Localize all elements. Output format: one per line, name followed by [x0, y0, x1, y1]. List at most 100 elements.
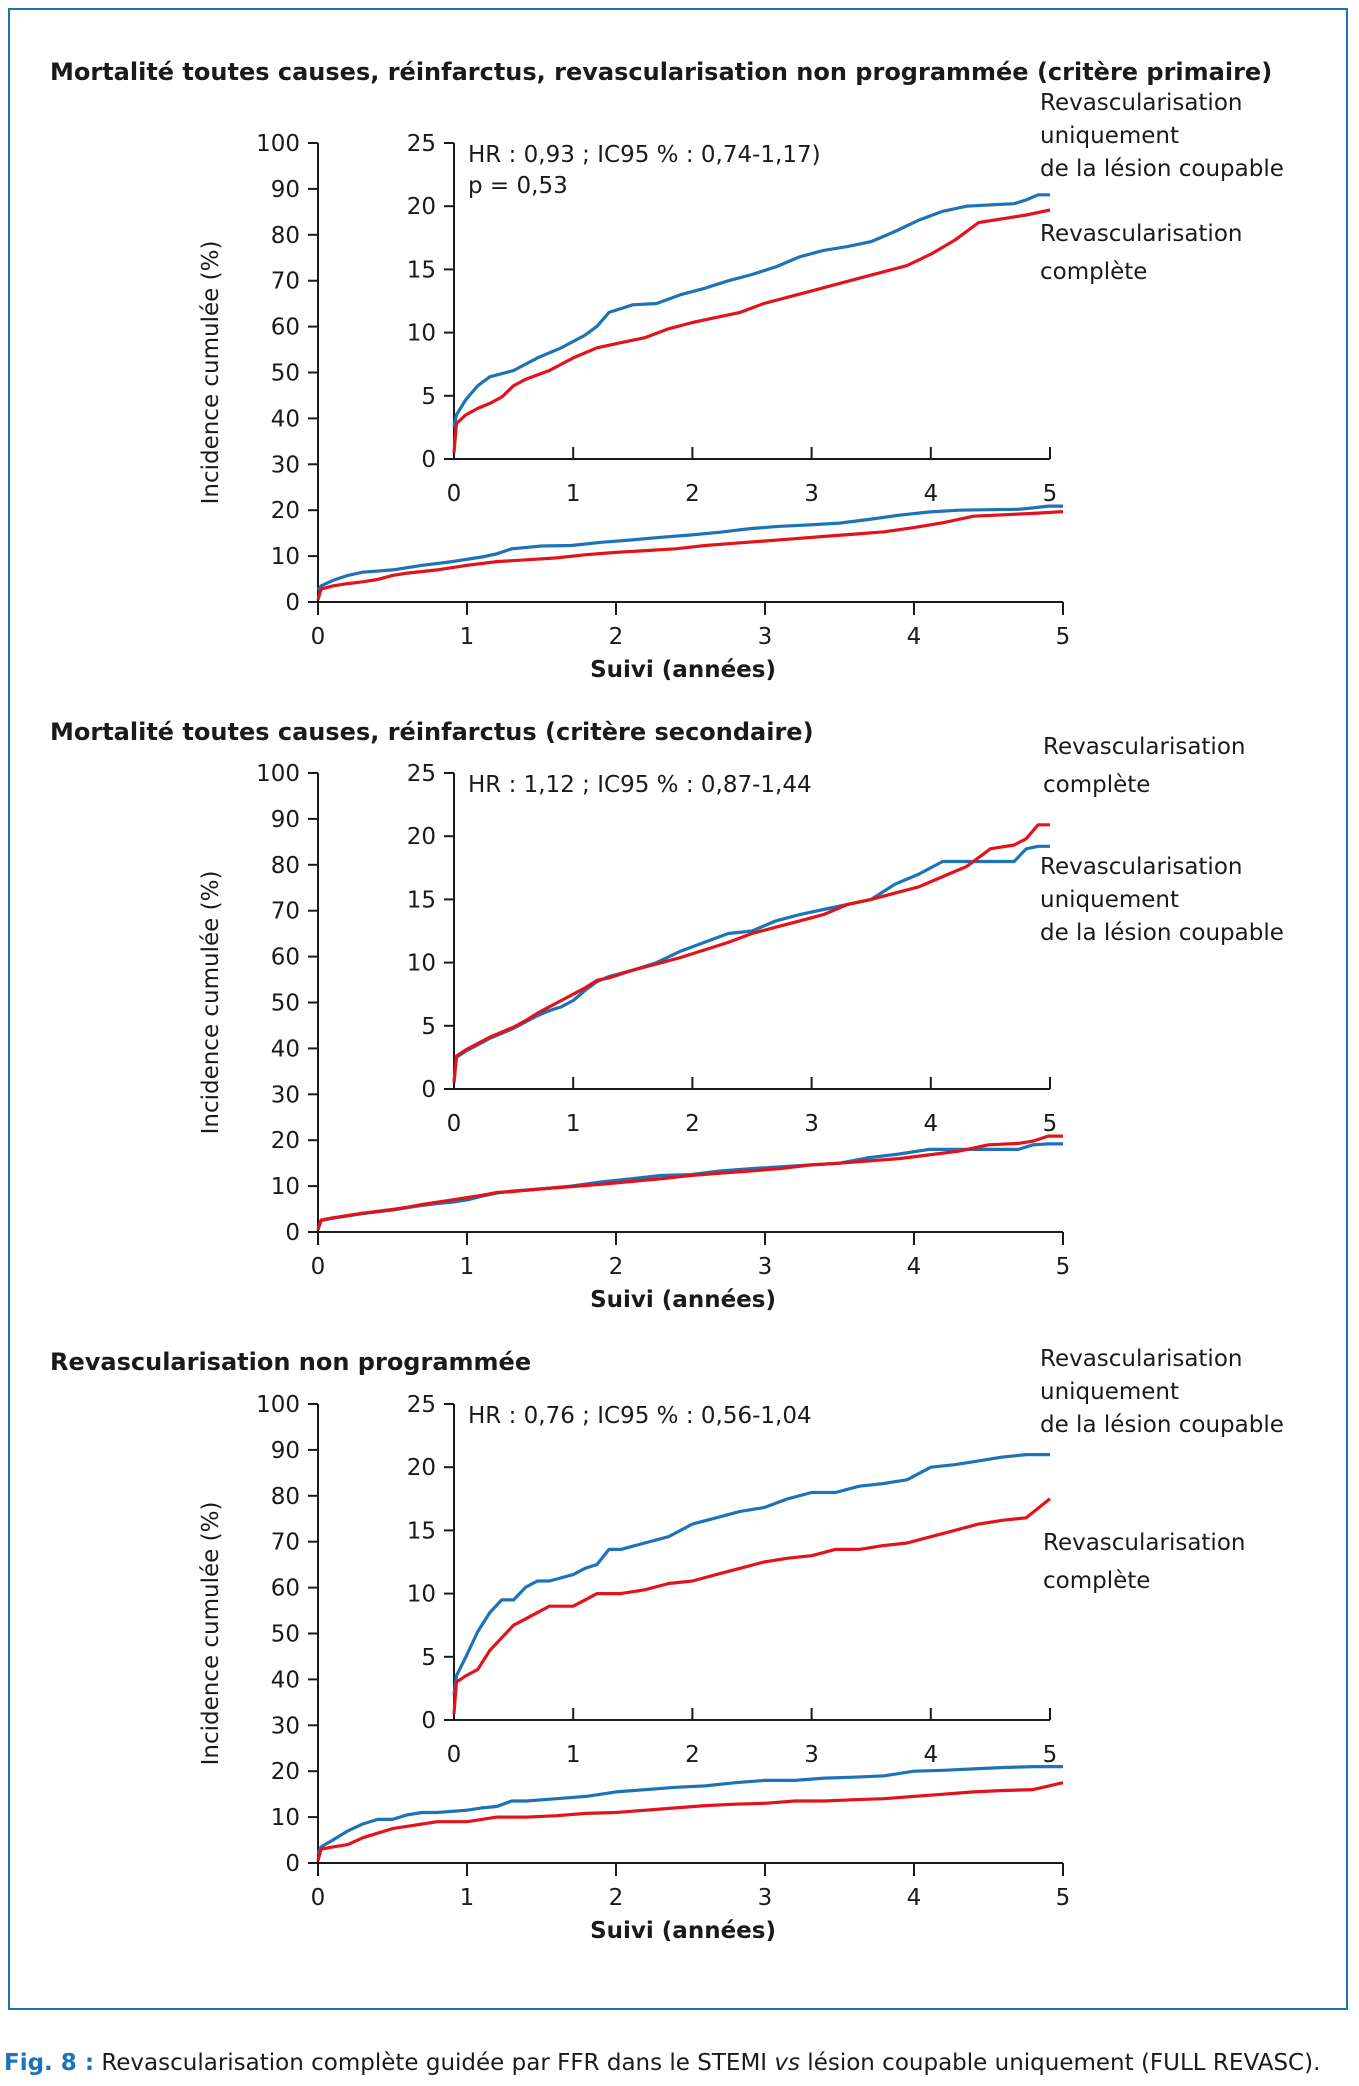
caption-label: Fig. 8 :: [4, 2050, 95, 2076]
y-axis-label: Incidence cumulée (%): [198, 241, 224, 505]
inset-y-tick-label: 10: [407, 1582, 436, 1608]
y-tick-label: 100: [256, 1392, 300, 1418]
inset-series-line-culprit-only: [452, 193, 1050, 428]
inset-x-tick-label: 1: [566, 1742, 581, 1768]
inset-x-tick-label: 0: [447, 481, 462, 507]
inset-y-tick-label: 20: [407, 1455, 436, 1481]
y-tick-label: 90: [271, 177, 300, 203]
x-tick-label: 3: [758, 1254, 773, 1280]
inset-x-tick-label: 1: [566, 481, 581, 507]
x-tick-label: 5: [1056, 1885, 1071, 1911]
series-line-culprit-only: [316, 1142, 1063, 1231]
inset-annotation: HR : 0,93 ; IC95 % : 0,74-1,17): [468, 142, 821, 168]
y-tick-label: 60: [271, 315, 300, 341]
y-tick-label: 20: [271, 1128, 300, 1154]
inset-series-line-complete: [452, 208, 1051, 453]
y-tick-label: 20: [271, 1759, 300, 1785]
legend-label-culprit-only: de la lésion coupable: [1040, 920, 1284, 946]
inset-series-line-culprit-only: [452, 844, 1050, 1083]
figure-svg: Mortalité toutes causes, réinfarctus, re…: [50, 58, 1284, 1944]
y-tick-label: 20: [271, 498, 300, 524]
y-tick-label: 70: [271, 1530, 300, 1556]
y-tick-label: 80: [271, 223, 300, 249]
inset-annotation: p = 0,53: [468, 173, 568, 199]
y-tick-label: 0: [285, 590, 300, 616]
y-tick-label: 60: [271, 945, 300, 971]
chart-title: Mortalité toutes causes, réinfarctus, re…: [50, 58, 1272, 86]
x-tick-label: 4: [907, 624, 922, 650]
legend-label-culprit-only: uniquement: [1040, 887, 1179, 913]
figure-caption: Fig. 8 : Revascularisation complète guid…: [4, 2050, 1354, 2076]
y-tick-label: 40: [271, 406, 300, 432]
inset-x-tick-label: 3: [804, 481, 819, 507]
inset-x-tick-label: 1: [566, 1111, 581, 1137]
inset-y-tick-label: 0: [421, 1708, 436, 1734]
inset-annotation: HR : 0,76 ; IC95 % : 0,56-1,04: [468, 1403, 812, 1429]
inset-x-tick-label: 0: [447, 1111, 462, 1137]
y-tick-label: 90: [271, 1438, 300, 1464]
y-tick-label: 0: [285, 1851, 300, 1877]
legend-label-complete: complète: [1043, 772, 1150, 798]
series-line-complete: [316, 1134, 1063, 1231]
x-axis-label: Suivi (années): [590, 1918, 776, 1944]
inset-x-tick-label: 0: [447, 1742, 462, 1768]
y-tick-label: 50: [271, 361, 300, 387]
inset-chart: 0 5 10 15 20 25 0 1 2 3 4 5 HR : 0,93 ; IC95 % : 0,7…: [407, 131, 1058, 507]
inset-y-tick-label: 20: [407, 194, 436, 220]
caption-text: Revascularisation complète guidée par FF…: [94, 2050, 775, 2076]
x-tick-label: 3: [758, 624, 773, 650]
x-tick-label: 4: [907, 1885, 922, 1911]
legend-label-culprit-only: uniquement: [1040, 1379, 1179, 1405]
chart-title: Mortalité toutes causes, réinfarctus (cr…: [50, 718, 814, 746]
y-tick-label: 50: [271, 1622, 300, 1648]
chart-title: Revascularisation non programmée: [50, 1348, 531, 1376]
y-tick-label: 80: [271, 1484, 300, 1510]
inset-y-tick-label: 15: [407, 1518, 436, 1544]
x-tick-label: 5: [1056, 624, 1071, 650]
legend-label-complete: Revascularisation: [1043, 734, 1245, 760]
y-tick-label: 30: [271, 452, 300, 478]
inset-series-line-complete: [452, 1497, 1051, 1714]
chart-panel-3: Revascularisation non programmée01020304…: [50, 1346, 1284, 1944]
y-tick-label: 100: [256, 131, 300, 157]
inset-x-tick-label: 4: [923, 1111, 938, 1137]
y-tick-label: 30: [271, 1082, 300, 1108]
inset-y-tick-label: 25: [407, 1392, 436, 1418]
y-tick-label: 60: [271, 1576, 300, 1602]
inset-x-tick-label: 2: [685, 481, 700, 507]
x-tick-label: 5: [1056, 1254, 1071, 1280]
series-line-complete: [316, 1781, 1064, 1862]
x-axis-label: Suivi (années): [590, 657, 776, 683]
inset-x-tick-label: 3: [804, 1111, 819, 1137]
legend-label-complete: Revascularisation: [1043, 1530, 1245, 1556]
x-tick-label: 1: [460, 624, 475, 650]
chart-panel-1: Mortalité toutes causes, réinfarctus, re…: [50, 58, 1284, 683]
figure-frame: [8, 8, 1348, 2010]
legend-label-culprit-only: de la lésion coupable: [1040, 1412, 1284, 1438]
inset-chart: 0 5 10 15 20 25 0 1 2 3 4 5 HR : 1,12 ; IC95 % : 0,8…: [407, 761, 1058, 1137]
inset-y-tick-label: 10: [407, 951, 436, 977]
legend-label-complete: Revascularisation: [1040, 221, 1242, 247]
x-tick-label: 4: [907, 1254, 922, 1280]
x-tick-label: 3: [758, 1885, 773, 1911]
x-tick-label: 2: [609, 1254, 624, 1280]
legend-label-culprit-only: Revascularisation: [1040, 1346, 1242, 1372]
y-tick-label: 100: [256, 761, 300, 787]
x-tick-label: 0: [311, 1254, 326, 1280]
y-tick-label: 50: [271, 991, 300, 1017]
y-tick-label: 10: [271, 1174, 300, 1200]
inset-y-tick-label: 15: [407, 257, 436, 283]
inset-y-tick-label: 15: [407, 887, 436, 913]
inset-y-tick-label: 5: [421, 1645, 436, 1671]
inset-y-tick-label: 5: [421, 384, 436, 410]
caption-rest: lésion coupable uniquement (FULL REVASC)…: [800, 2050, 1321, 2076]
y-tick-label: 30: [271, 1713, 300, 1739]
x-tick-label: 0: [311, 1885, 326, 1911]
inset-x-tick-label: 4: [923, 481, 938, 507]
legend-label-culprit-only: Revascularisation: [1040, 854, 1242, 880]
y-tick-label: 70: [271, 269, 300, 295]
x-tick-label: 1: [460, 1885, 475, 1911]
x-tick-label: 1: [460, 1254, 475, 1280]
y-tick-label: 0: [285, 1220, 300, 1246]
series-line-culprit-only: [316, 1764, 1063, 1855]
